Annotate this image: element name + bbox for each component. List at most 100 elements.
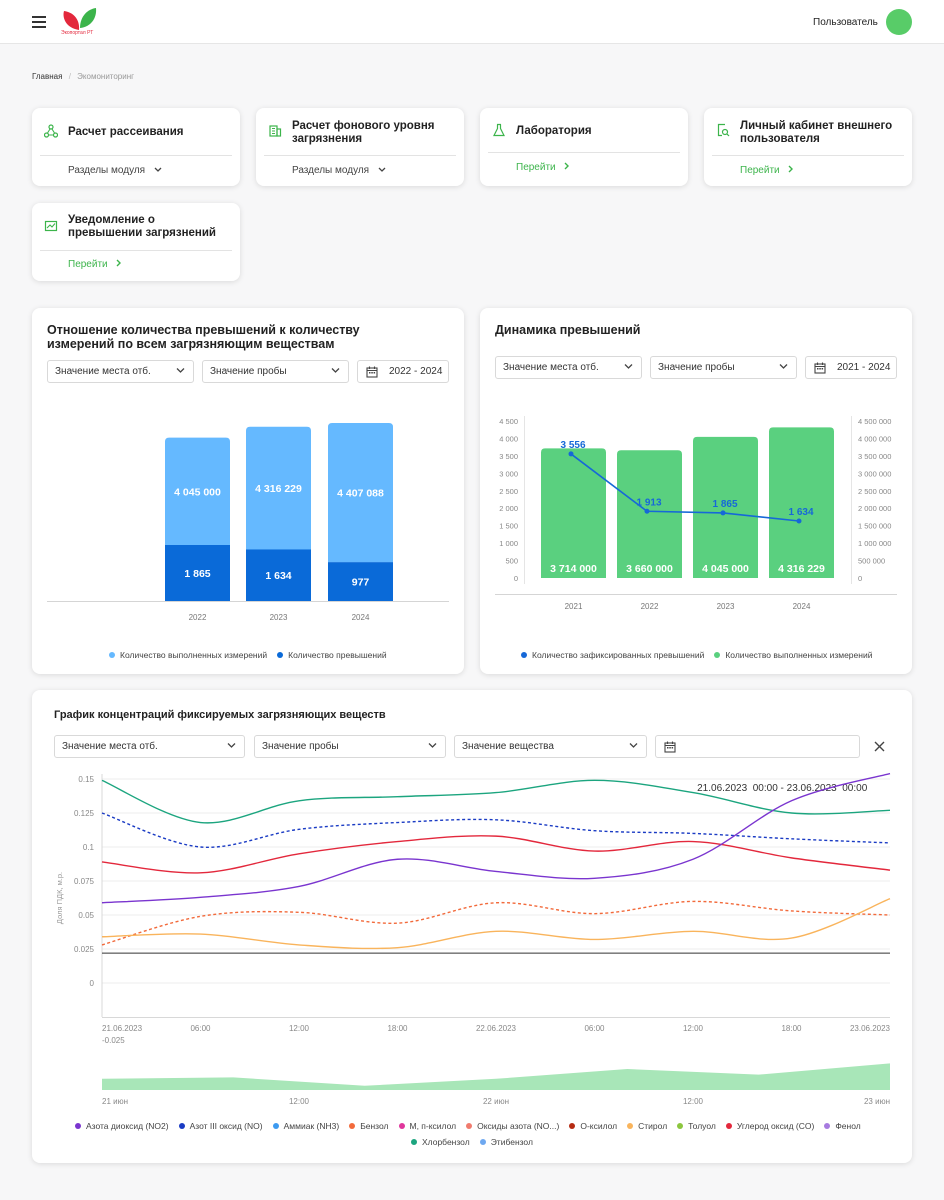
legend-label: Количество превышений	[288, 650, 387, 660]
module-card-background-level[interactable]: Расчет фонового уровня загрязнения Разде…	[256, 108, 464, 186]
chevron-down-icon	[331, 368, 340, 373]
legend-item[interactable]: Количество выполненных измерений	[714, 650, 872, 660]
module-go-link[interactable]: Перейти	[740, 165, 794, 176]
bar-value-label: 4 316 229	[778, 563, 825, 575]
module-sections-link[interactable]: Разделы модуля	[68, 165, 162, 176]
bar-measurements	[769, 427, 834, 578]
x-tick-label: 2022	[641, 602, 659, 611]
legend-dot	[277, 652, 284, 658]
navigator-tick-label: 23 июн	[864, 1097, 890, 1106]
legend-item[interactable]: Количество превышений	[277, 650, 387, 660]
place-select[interactable]: Значение места отб.	[495, 356, 642, 379]
x-tick-label: 18:00	[387, 1024, 408, 1033]
bar-measurements	[328, 423, 393, 563]
bar-value-label: 3 660 000	[626, 563, 673, 575]
legend-item[interactable]: Оксиды азота (NO...)	[466, 1121, 559, 1131]
period-picker[interactable]: 2021 - 2024	[805, 356, 897, 379]
datetime-range-picker[interactable]: 21.06.2023 00:00 - 23.06.2023 00:00	[655, 735, 867, 794]
logo-text: Экопортал РТ	[61, 30, 94, 36]
legend-item[interactable]: Аммиак (NH3)	[272, 1121, 339, 1131]
chevron-down-icon	[176, 368, 185, 373]
line-chart: 0.15 0.125 0.1 0.075 0.05 0.025 0 Доля ПДК, м.р…	[55, 772, 891, 1106]
module-title: Уведомление о превышении загрязнений	[68, 214, 216, 239]
chart-card-dynamics: Динамика превышений Значение места отб. …	[480, 308, 912, 674]
legend-label: Количество выполненных измерений	[120, 650, 268, 660]
legend-label: Этибензол	[490, 1137, 533, 1147]
line-value-label: 1 865	[712, 499, 737, 510]
legend-item[interactable]: О-ксилол	[569, 1121, 617, 1131]
probe-select[interactable]: Значение пробы	[650, 356, 797, 379]
legend-item[interactable]: Азот III оксид (NO)	[178, 1121, 263, 1131]
series-line	[101, 835, 891, 874]
legend-item[interactable]: Бензол	[349, 1121, 389, 1131]
legend-dot	[521, 652, 527, 658]
navigator-tick-label: 12:00	[289, 1097, 310, 1106]
legend-dot	[714, 652, 721, 658]
y-tick-label: 0	[90, 979, 95, 988]
legend-label: Фенол	[835, 1121, 861, 1131]
breadcrumb-home[interactable]: Главная	[32, 72, 63, 81]
stacked-bar-chart: 4 045 000 1 865 2022 4 316 229 1 634 2023 4 40…	[47, 423, 449, 622]
divider	[488, 152, 680, 153]
legend-label: Количество зафиксированных превышений	[532, 650, 705, 660]
place-select[interactable]: Значение места отб.	[47, 360, 194, 383]
y-tick-label-right: 4 000 000	[858, 434, 891, 443]
close-icon[interactable]	[874, 741, 885, 752]
navigator-area	[102, 1063, 890, 1090]
legend-item[interactable]: Этибензол	[479, 1137, 533, 1147]
y-tick-label-left: 3 000	[499, 469, 518, 478]
line-point	[644, 508, 650, 514]
y-tick-label-right: 0	[858, 574, 862, 583]
period-picker[interactable]: 2022 - 2024	[357, 360, 449, 383]
chart-card-concentrations: График концентраций фиксируемых загрязня…	[32, 690, 912, 1163]
y-tick-label-min: -0.025	[102, 1036, 125, 1045]
user-name[interactable]: Пользователь	[813, 17, 878, 28]
logo[interactable]: Экопортал РТ	[60, 6, 100, 38]
probe-select[interactable]: Значение пробы	[202, 360, 349, 383]
module-sections-link[interactable]: Разделы модуля	[292, 165, 386, 176]
y-tick-label-left: 2 500	[499, 487, 518, 496]
legend-label: Бензол	[360, 1121, 389, 1131]
line-value-label: 3 556	[560, 440, 585, 451]
place-select[interactable]: Значение места отб.	[54, 735, 245, 758]
x-tick-label: 12:00	[683, 1024, 704, 1033]
navigator-tick-label: 12:00	[683, 1097, 704, 1106]
substance-select[interactable]: Значение вещества	[454, 735, 647, 758]
legend-item[interactable]: Количество зафиксированных превышений	[521, 650, 704, 660]
legend-item[interactable]: Стирол	[627, 1121, 667, 1131]
calendar-icon	[366, 366, 378, 378]
legend-dot	[398, 1123, 405, 1129]
module-go-link[interactable]: Перейти	[68, 259, 122, 270]
legend-item[interactable]: Количество выполненных измерений	[109, 650, 267, 660]
chevron-down-icon	[779, 364, 788, 369]
module-card-external-cabinet[interactable]: Личный кабинет внешнего пользователя Пер…	[704, 108, 912, 186]
module-title: Расчет рассеивания	[68, 126, 184, 138]
y-tick-label-left: 1 500	[499, 522, 518, 531]
legend-item[interactable]: Фенол	[824, 1121, 861, 1131]
probe-select[interactable]: Значение пробы	[254, 735, 446, 758]
chevron-right-icon	[564, 162, 570, 170]
legend-item[interactable]: Толуол	[677, 1121, 716, 1131]
avatar[interactable]	[886, 9, 912, 35]
bar-exceedances	[246, 549, 311, 601]
module-card-dispersion[interactable]: Расчет рассеивания Разделы модуля	[32, 108, 240, 186]
legend-dot	[75, 1123, 81, 1129]
module-card-notifications[interactable]: Уведомление о превышении загрязнений Пер…	[32, 203, 240, 281]
menu-icon[interactable]	[32, 16, 46, 28]
legend-item[interactable]: М, п-ксилол	[398, 1121, 456, 1131]
breadcrumb: Главная / Экомониторинг	[32, 72, 134, 81]
logo-leaves-icon	[63, 8, 97, 30]
legend-item[interactable]: Азота диоксид (NO2)	[75, 1121, 169, 1131]
module-go-link[interactable]: Перейти	[516, 162, 570, 173]
divider	[40, 155, 232, 156]
legend-item[interactable]: Углерод оксид (CO)	[725, 1121, 814, 1131]
legend-item[interactable]: Хлорбензол	[411, 1137, 470, 1147]
module-card-laboratory[interactable]: Лаборатория Перейти	[480, 108, 688, 186]
building-calc-icon	[269, 125, 282, 137]
legend-dot	[725, 1123, 732, 1129]
series-line	[101, 900, 891, 946]
chart-title: Динамика превышений	[495, 323, 641, 337]
x-tick-label: 18:00	[781, 1024, 802, 1033]
bar-value-label: 977	[352, 577, 370, 589]
legend-label: Толуол	[688, 1121, 716, 1131]
